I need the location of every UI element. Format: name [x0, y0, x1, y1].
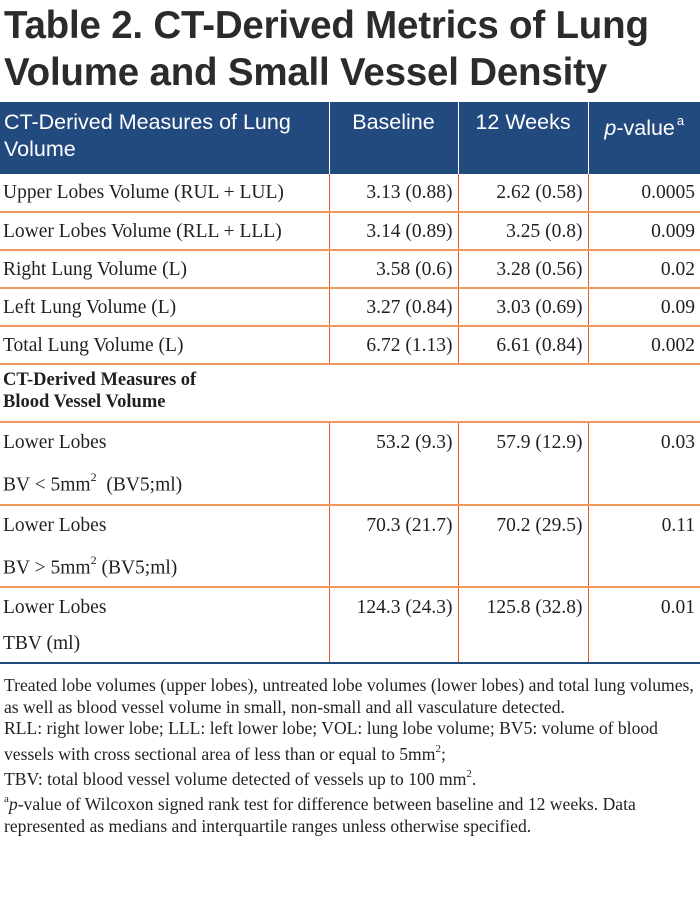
- header-baseline: Baseline: [328, 102, 458, 174]
- header-p-value: p-value a: [587, 102, 700, 174]
- row-label: Lower Lobes BV < 5mm2 (BV5;ml): [0, 422, 329, 506]
- week12-value: 3.28 (0.56): [457, 250, 588, 289]
- p-value: 0.009: [587, 212, 700, 251]
- table-row: Total Lung Volume (L) 6.72 (1.13) 6.61 (…: [0, 326, 700, 365]
- metrics-table: CT-Derived Measures of Lung Volume Basel…: [0, 102, 700, 664]
- week12-value: 2.62 (0.58): [457, 174, 588, 213]
- p-value: 0.002: [587, 326, 700, 365]
- week12-value: 3.25 (0.8): [457, 212, 588, 251]
- baseline-value: 6.72 (1.13): [328, 326, 458, 365]
- section-heading-blood-vessel: CT-Derived Measures of Blood Vessel Volum…: [0, 364, 700, 423]
- p-value: 0.02: [587, 250, 700, 289]
- table-row: Lower Lobes Volume (RLL + LLL) 3.14 (0.8…: [0, 212, 700, 251]
- table-row: Right Lung Volume (L) 3.58 (0.6) 3.28 (0…: [0, 250, 700, 289]
- baseline-value: 3.13 (0.88): [328, 174, 458, 213]
- table-row: Lower Lobes BV > 5mm2 (BV5;ml) 70.3 (21.7…: [0, 504, 700, 588]
- row-label: Total Lung Volume (L): [0, 326, 329, 365]
- row-label: Lower Lobes Volume (RLL + LLL): [0, 212, 329, 251]
- header-12-weeks: 12 Weeks: [457, 102, 588, 174]
- table-row: Lower Lobes TBV (ml) 124.3 (24.3) 125.8 (…: [0, 587, 700, 664]
- section-header-row: CT-Derived Measures of Blood Vessel Volum…: [0, 364, 700, 423]
- footnote-p-value: ap-value of Wilcoxon signed rank test fo…: [4, 793, 636, 836]
- row-label: Right Lung Volume (L): [0, 250, 329, 289]
- header-measures: CT-Derived Measures of Lung Volume: [4, 110, 291, 161]
- row-label: Upper Lobes Volume (RUL + LUL): [0, 174, 329, 213]
- p-value: 0.03: [587, 422, 700, 506]
- week12-value: 57.9 (12.9): [457, 422, 588, 506]
- row-label: Lower Lobes TBV (ml): [0, 587, 329, 664]
- baseline-value: 3.14 (0.89): [328, 212, 458, 251]
- baseline-value: 3.58 (0.6): [328, 250, 458, 289]
- week12-value: 3.03 (0.69): [457, 288, 588, 327]
- baseline-value: 124.3 (24.3): [328, 587, 458, 664]
- week12-value: 70.2 (29.5): [457, 504, 588, 588]
- table-row: Lower Lobes BV < 5mm2 (BV5;ml) 53.2 (9.3)…: [0, 422, 700, 506]
- p-value: 0.11: [587, 504, 700, 588]
- row-label: Lower Lobes BV > 5mm2 (BV5;ml): [0, 504, 329, 588]
- footnote-description: Treated lobe volumes (upper lobes), untr…: [4, 675, 694, 717]
- week12-value: 125.8 (32.8): [457, 587, 588, 664]
- baseline-value: 70.3 (21.7): [328, 504, 458, 588]
- baseline-value: 3.27 (0.84): [328, 288, 458, 327]
- table-row: Left Lung Volume (L) 3.27 (0.84) 3.03 (0…: [0, 288, 700, 327]
- p-value: 0.09: [587, 288, 700, 327]
- p-value: 0.01: [587, 587, 700, 664]
- week12-value: 6.61 (0.84): [457, 326, 588, 365]
- baseline-value: 53.2 (9.3): [328, 422, 458, 506]
- table-title: Table 2. CT-Derived Metrics of Lung Volu…: [4, 4, 649, 94]
- table-footnotes: Treated lobe volumes (upper lobes), untr…: [4, 675, 698, 837]
- p-value: 0.0005: [587, 174, 700, 213]
- table-row: Upper Lobes Volume (RUL + LUL) 3.13 (0.8…: [0, 174, 700, 213]
- row-label: Left Lung Volume (L): [0, 288, 329, 327]
- footnote-abbreviations: RLL: right lower lobe; LLL: left lower l…: [4, 718, 658, 764]
- table-header-row: CT-Derived Measures of Lung Volume Basel…: [0, 102, 700, 174]
- footnote-tbv: TBV: total blood vessel volume detected …: [4, 767, 477, 789]
